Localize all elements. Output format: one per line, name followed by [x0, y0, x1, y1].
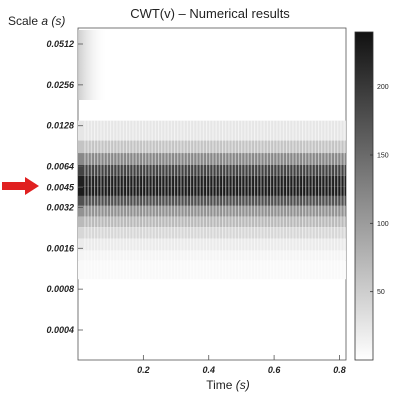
x-tick-group: 0.2 0.4 0.6 0.8	[137, 355, 346, 375]
x-axis-label-unit: (s)	[236, 378, 250, 392]
colorbar-tick-group: 50 100 150 200	[370, 84, 389, 296]
y-tick-label: 0.0004	[46, 325, 74, 335]
colorbar-tick-label: 100	[377, 221, 389, 228]
y-tick-label: 0.0128	[46, 121, 74, 131]
x-axis-label: Time (s)	[206, 378, 250, 392]
y-tick-label: 0.0064	[46, 162, 74, 172]
x-tick-label: 0.8	[333, 365, 346, 375]
colorbar-tick-label: 150	[377, 153, 389, 160]
x-tick-label: 0.6	[268, 365, 282, 375]
y-tick-group: 0.0512 0.0256 0.0128 0.0064 0.0045 0.0032 0.00…	[46, 39, 83, 335]
y-axis-label: Scale a (s)	[8, 14, 65, 28]
y-tick-label: 0.0016	[46, 243, 75, 253]
chart-title: CWT(v) – Numerical results	[130, 6, 290, 21]
y-axis-label-unit: (s)	[48, 14, 65, 28]
colorbar-tick-label: 200	[377, 84, 389, 91]
colorbar	[354, 31, 374, 361]
heatmap-edge-artifact	[78, 30, 108, 100]
y-tick-label: 0.0256	[46, 80, 75, 90]
x-axis-label-prefix: Time	[206, 378, 236, 392]
highlight-arrow-icon	[2, 177, 39, 195]
x-tick-label: 0.2	[137, 365, 150, 375]
y-tick-label: 0.0512	[46, 39, 74, 49]
y-tick-label: 0.0008	[46, 284, 74, 294]
heatmap-layer	[78, 30, 346, 280]
y-axis-label-var: a	[41, 14, 48, 28]
y-tick-label: 0.0045	[46, 182, 75, 192]
colorbar-tick-label: 50	[377, 289, 385, 296]
y-tick-label: 0.0032	[46, 202, 74, 212]
heatmap-texture	[84, 120, 346, 280]
x-tick-label: 0.4	[202, 365, 215, 375]
y-axis-label-prefix: Scale	[8, 14, 41, 28]
